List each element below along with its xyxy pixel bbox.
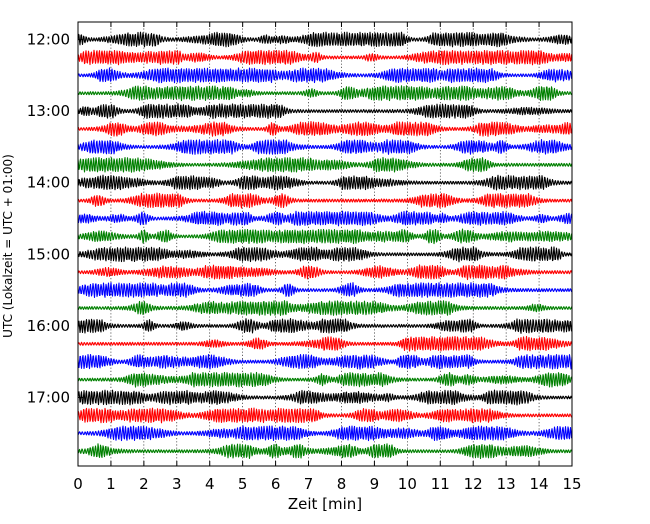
- y-tick-label: 16:00: [27, 317, 70, 335]
- x-tick-label: 3: [172, 475, 182, 493]
- trace-line: [77, 246, 573, 263]
- x-axis-label: Zeit [min]: [288, 495, 362, 513]
- trace-line: [77, 318, 573, 334]
- y-tick-label: 13:00: [27, 102, 70, 120]
- trace-line: [77, 282, 573, 298]
- x-tick-label: 10: [398, 475, 417, 493]
- trace-line: [77, 121, 573, 137]
- tick-layer: 0 1 2 3 4 5 6 7 8 9 10 11 12 13 14 1512:0013:0014:0015:…: [27, 22, 582, 493]
- trace-line: [77, 335, 573, 352]
- x-tick-label: 2: [139, 475, 149, 493]
- trace-line: [77, 228, 573, 245]
- x-tick-label: 0: [73, 475, 83, 493]
- y-tick-label: 14:00: [27, 174, 70, 192]
- trace-line: [77, 425, 573, 442]
- trace-line: [77, 264, 573, 281]
- x-tick-label: 11: [431, 475, 450, 493]
- trace-line: [77, 85, 573, 102]
- trace-line: [77, 192, 573, 209]
- x-tick-label: 12: [464, 475, 483, 493]
- trace-line: [77, 354, 573, 370]
- trace-layer: [77, 31, 573, 460]
- trace-line: [77, 407, 573, 424]
- plot-frame: [77, 21, 573, 467]
- trace-line: [77, 300, 573, 316]
- trace-line: [77, 371, 573, 388]
- trace-line: [77, 389, 573, 406]
- x-tick-label: 8: [337, 475, 347, 493]
- x-tick-label: 6: [271, 475, 281, 493]
- trace-line: [77, 210, 573, 227]
- trace-line: [77, 174, 573, 191]
- trace-line: [77, 156, 573, 173]
- x-tick-label: 9: [370, 475, 380, 493]
- y-axis-label: UTC (Lokalzeit = UTC + 01:00): [1, 154, 15, 338]
- x-tick-label: 15: [562, 475, 581, 493]
- trace-line: [77, 49, 573, 66]
- y-tick-label: 17:00: [27, 389, 70, 407]
- x-tick-label: 13: [497, 475, 516, 493]
- x-tick-label: 1: [106, 475, 116, 493]
- trace-line: [77, 443, 573, 460]
- trace-line: [77, 139, 573, 155]
- y-tick-label: 15:00: [27, 245, 70, 263]
- trace-line: [77, 31, 573, 48]
- x-tick-label: 5: [238, 475, 248, 493]
- trace-line: [77, 103, 573, 120]
- x-tick-label: 7: [304, 475, 314, 493]
- x-tick-label: 14: [530, 475, 549, 493]
- y-tick-label: 12:00: [27, 31, 70, 49]
- trace-line: [77, 67, 573, 84]
- x-tick-label: 4: [205, 475, 215, 493]
